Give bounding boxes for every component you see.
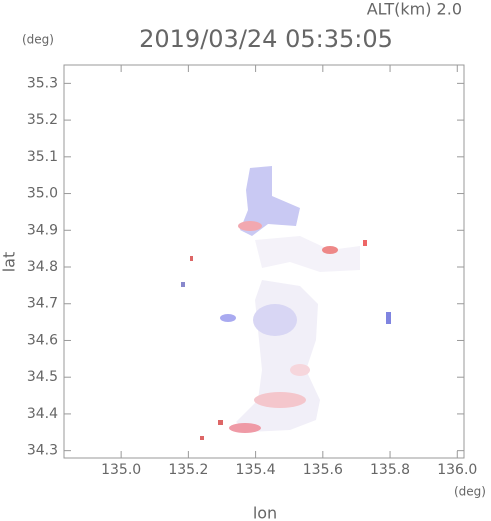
echo-area [386, 312, 391, 324]
y-tick-label: 34.8 [27, 259, 58, 275]
echo-field [181, 166, 391, 440]
echo-area [181, 282, 185, 287]
echo-area [253, 304, 297, 336]
y-tick-label: 34.4 [27, 406, 58, 422]
echo-area [240, 166, 300, 236]
x-axis-label: lon [253, 504, 277, 521]
y-unit: (deg) [22, 33, 54, 47]
y-tick-label: 34.9 [27, 222, 58, 238]
x-tick-label: 135.0 [101, 462, 141, 478]
echo-area [200, 436, 204, 440]
echo-area [363, 240, 367, 246]
echo-area [229, 423, 261, 433]
x-unit: (deg) [454, 485, 486, 499]
y-tick-label: 35.0 [27, 186, 58, 202]
x-tick-label: 135.8 [370, 462, 410, 478]
altitude-label: ALT(km) 2.0 [367, 0, 462, 19]
echo-area [255, 236, 360, 272]
echo-area [220, 314, 236, 322]
y-axis-label: lat [0, 252, 19, 273]
y-tick-label: 35.2 [27, 112, 58, 128]
x-tick-label: 135.4 [236, 462, 276, 478]
chart-title: 2019/03/24 05:35:05 [139, 25, 393, 53]
echo-area [190, 256, 193, 261]
echo-area [290, 364, 310, 376]
echo-area [322, 246, 338, 254]
y-tick-label: 34.5 [27, 369, 58, 385]
x-tick-label: 136.0 [437, 462, 477, 478]
y-tick-label: 35.3 [27, 75, 58, 91]
echo-area [236, 280, 320, 432]
y-tick-label: 34.3 [27, 443, 58, 459]
plot-frame [63, 64, 465, 459]
y-tick-label: 34.6 [27, 332, 58, 348]
echo-area [238, 221, 262, 231]
x-tick-label: 135.6 [303, 462, 343, 478]
y-tick-label: 34.7 [27, 296, 58, 312]
y-tick-label: 35.1 [27, 149, 58, 165]
echo-area [254, 392, 306, 408]
echo-area [218, 420, 223, 425]
x-tick-label: 135.2 [168, 462, 208, 478]
